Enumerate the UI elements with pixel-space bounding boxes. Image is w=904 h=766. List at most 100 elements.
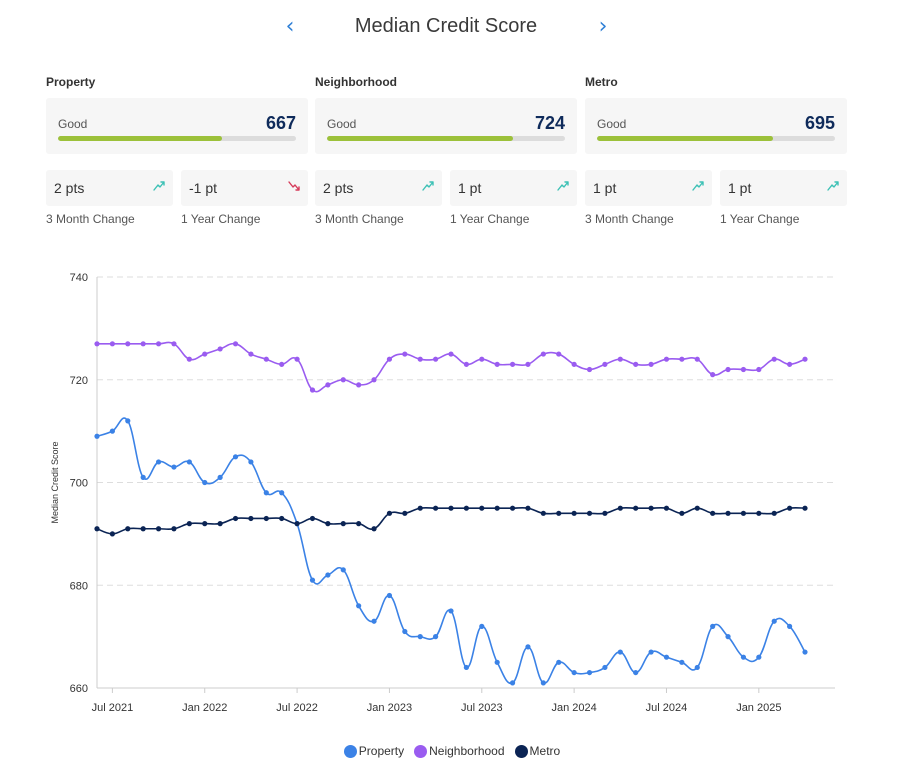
header: ‹ Median Credit Score › <box>0 0 904 56</box>
change-metric: 1 pt 3 Month Change <box>585 170 712 226</box>
change-box: -1 pt <box>181 170 308 206</box>
data-point-neighborhood <box>617 356 623 362</box>
data-point-metro <box>263 515 269 522</box>
data-point-neighborhood <box>325 382 331 388</box>
data-point-property <box>787 623 793 629</box>
data-point-property <box>571 669 577 676</box>
data-point-metro <box>679 510 685 516</box>
data-point-neighborhood <box>402 351 408 357</box>
data-point-neighborhood <box>787 361 793 367</box>
legend-dot <box>343 744 357 758</box>
data-point-metro <box>509 505 516 511</box>
series-line-neighborhood <box>97 341 806 393</box>
chevron-right-icon[interactable]: › <box>592 16 614 38</box>
score-card-neighborhood: Neighborhood Good 724 2 pts 3 Month Chan… <box>315 75 577 226</box>
data-point-property <box>94 433 100 439</box>
data-point-metro <box>556 510 562 516</box>
data-point-neighborhood <box>356 382 362 388</box>
y-tick-label: 680 <box>70 580 88 592</box>
credit-score-line-chart: 660 680 700 720 740 Jul 2021 Jan 2022 Jul 2022 J… <box>50 272 835 714</box>
legend-item-neighborhood[interactable]: Neighborhood <box>414 744 505 758</box>
data-point-neighborhood <box>679 356 685 362</box>
change-value: 1 pt <box>728 180 752 196</box>
data-point-metro <box>725 510 731 516</box>
data-point-neighborhood <box>648 361 654 367</box>
y-tick-label: 660 <box>70 683 88 695</box>
data-point-neighborhood <box>479 356 485 362</box>
trending-up-icon <box>153 181 165 191</box>
data-point-property <box>433 634 439 640</box>
data-point-metro <box>463 505 469 511</box>
data-point-property <box>694 664 700 671</box>
data-point-metro <box>571 510 577 516</box>
score-card-metro: Metro Good 695 1 pt 3 Month Change 1 pt <box>585 75 847 226</box>
score-rating: Good <box>597 117 627 131</box>
data-point-property <box>109 428 115 434</box>
data-point-property <box>802 649 808 655</box>
data-point-neighborhood <box>525 361 531 367</box>
data-point-neighborhood <box>633 361 639 367</box>
data-point-metro <box>494 505 500 511</box>
data-point-property <box>340 567 346 573</box>
data-point-metro <box>540 510 546 516</box>
change-value: -1 pt <box>189 180 218 196</box>
data-point-metro <box>771 510 777 516</box>
legend-dot <box>514 744 528 758</box>
score-value: 724 <box>534 113 565 133</box>
data-point-neighborhood <box>571 361 577 367</box>
legend-item-property[interactable]: Property <box>343 744 404 758</box>
change-metric: 2 pts 3 Month Change <box>315 170 442 226</box>
data-point-neighborhood <box>217 346 223 352</box>
data-point-neighborhood <box>740 366 747 373</box>
data-point-property <box>155 459 162 465</box>
data-point-neighborhood <box>586 366 593 373</box>
data-point-metro <box>479 505 485 511</box>
data-point-property <box>202 479 208 486</box>
score-rating: Good <box>327 117 357 131</box>
legend-label: Metro <box>529 744 561 758</box>
data-point-neighborhood <box>540 351 546 357</box>
data-point-property <box>633 669 639 676</box>
score-card-property: Property Good 667 2 pts 3 Month Change -… <box>46 75 308 226</box>
data-point-metro <box>155 526 162 532</box>
data-point-metro <box>633 505 639 511</box>
x-tick-label: Jan 2024 <box>551 702 596 714</box>
data-point-metro <box>309 515 316 522</box>
data-point-property <box>479 623 485 629</box>
data-point-neighborhood <box>433 356 439 362</box>
data-point-metro <box>340 521 346 527</box>
chevron-left-icon[interactable]: ‹ <box>279 16 301 38</box>
data-point-neighborhood <box>294 356 300 362</box>
data-point-property <box>740 654 747 660</box>
legend-item-metro[interactable]: Metro <box>514 744 561 758</box>
change-metric: 2 pts 3 Month Change <box>46 170 173 226</box>
data-point-neighborhood <box>802 356 808 362</box>
data-point-property <box>356 603 362 609</box>
x-tick-label: Jul 2024 <box>646 702 688 714</box>
y-tick-label: 700 <box>70 478 88 490</box>
data-point-metro <box>217 521 223 527</box>
data-point-metro <box>325 521 331 527</box>
data-point-property <box>248 459 254 465</box>
data-point-metro <box>371 526 377 532</box>
data-point-metro <box>602 510 608 516</box>
change-value: 1 pt <box>458 180 482 196</box>
data-point-neighborhood <box>309 387 316 393</box>
score-progress-bar <box>327 136 565 141</box>
data-point-property <box>417 634 423 640</box>
data-point-metro <box>109 531 115 537</box>
data-point-metro <box>171 526 177 532</box>
data-point-metro <box>125 526 131 532</box>
data-point-property <box>186 459 192 465</box>
group-label: Metro <box>585 75 618 89</box>
data-point-neighborhood <box>248 351 254 357</box>
data-point-metro <box>787 505 793 511</box>
data-point-property <box>725 634 731 640</box>
data-point-neighborhood <box>202 351 208 357</box>
data-point-neighborhood <box>340 377 346 383</box>
data-point-neighborhood <box>494 361 500 367</box>
data-point-neighborhood <box>109 341 115 347</box>
score-box: Good 667 <box>46 98 308 154</box>
data-point-property <box>756 654 762 660</box>
data-point-property <box>771 618 777 624</box>
